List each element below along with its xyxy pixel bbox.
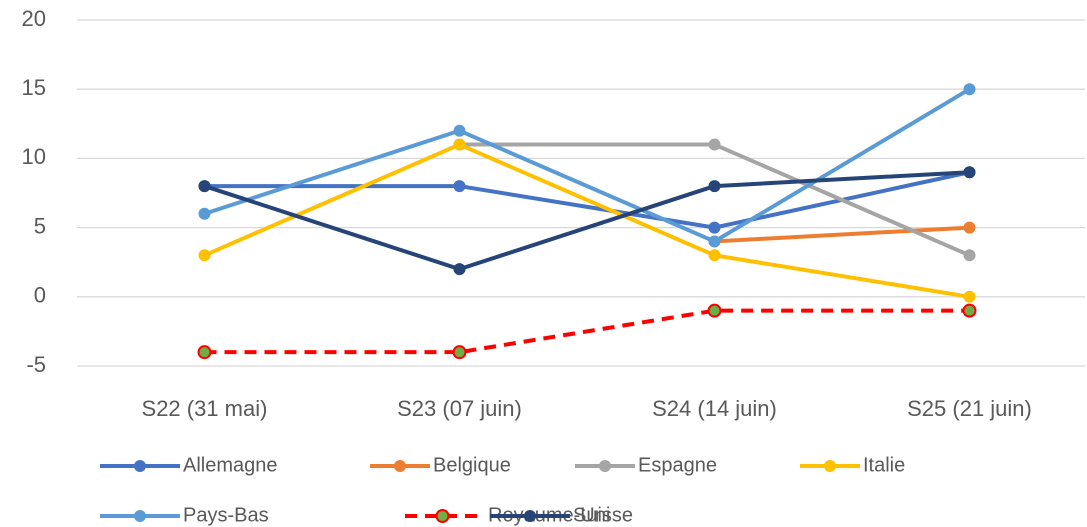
point [453, 180, 466, 193]
point [708, 138, 721, 151]
legend-label: Allemagne [183, 454, 278, 476]
point [963, 166, 976, 179]
legend-label: Suisse [573, 504, 633, 526]
x-tick-label: S24 (14 juin) [652, 396, 777, 421]
series-line [203, 142, 970, 299]
point [198, 207, 211, 220]
point [708, 221, 721, 234]
legend-label: Espagne [638, 454, 717, 476]
point [708, 235, 721, 248]
x-tick-label: S22 (31 mai) [142, 396, 268, 421]
point [198, 249, 211, 262]
point [708, 180, 721, 193]
point [452, 345, 467, 360]
legend-marker [824, 460, 836, 472]
series-line [203, 87, 971, 244]
x-tick-label: S23 (07 juin) [397, 396, 522, 421]
legend-label: Pays-Bas [183, 504, 269, 526]
legend-marker [599, 460, 611, 472]
legend-label: Italie [863, 454, 905, 476]
y-tick-label: 15 [22, 75, 46, 100]
legend-marker [435, 509, 450, 523]
point [198, 180, 211, 193]
point [707, 303, 722, 318]
point [962, 303, 977, 318]
y-tick-label: 5 [34, 213, 46, 238]
y-tick-label: 20 [22, 6, 46, 31]
point [453, 138, 466, 151]
point [963, 83, 976, 96]
point [453, 124, 466, 137]
series-line [714, 225, 970, 244]
point [197, 345, 212, 360]
point [453, 263, 466, 276]
x-tick-label: S25 (21 juin) [907, 396, 1032, 421]
y-tick-label: -5 [26, 352, 46, 377]
legend-marker [524, 510, 536, 522]
point [963, 221, 976, 234]
y-tick-label: 0 [34, 283, 46, 308]
series-line [203, 170, 970, 272]
y-tick-label: 10 [22, 144, 46, 169]
point [708, 249, 721, 262]
legend-marker [134, 510, 146, 522]
series-line [204, 308, 970, 355]
legend-marker [134, 460, 146, 472]
legend-label: Belgique [433, 454, 511, 476]
legend-marker [394, 460, 406, 472]
point [963, 249, 976, 262]
point [963, 290, 976, 303]
